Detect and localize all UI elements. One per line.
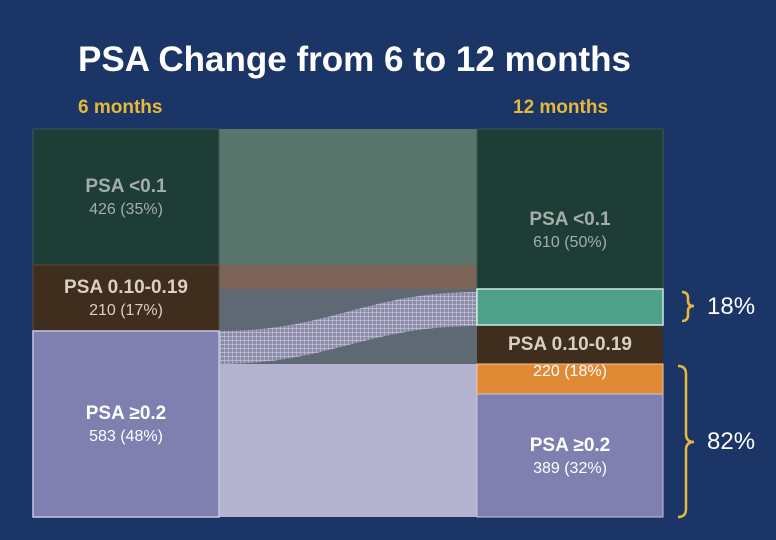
left-block-psa-ge-0.2 bbox=[32, 330, 220, 518]
flow-band-mid-to-lt01 bbox=[219, 265, 477, 289]
flow-band-ge02-to-ge02 bbox=[219, 364, 477, 517]
bracket-18-percent bbox=[681, 290, 695, 323]
right-block-psa-ge-0.2 bbox=[476, 393, 664, 518]
group-name: PSA 0.10-0.19 bbox=[508, 334, 632, 355]
group-name: PSA ≥0.2 bbox=[529, 434, 611, 456]
percent-82: 82% bbox=[707, 428, 756, 455]
group-count: 210 (17%) bbox=[89, 301, 163, 319]
left-label-psa-ge-0.2: PSA ≥0.2 583 (48%) bbox=[33, 331, 219, 517]
bracket-82-percent bbox=[677, 364, 695, 519]
page-title: PSA Change from 6 to 12 months bbox=[78, 40, 631, 79]
group-count: 426 (35%) bbox=[89, 200, 163, 218]
left-label-psa-0.10-0.19: PSA 0.10-0.19 210 (17%) bbox=[33, 265, 219, 331]
flow-ribbon-ge02-to-lt01 bbox=[219, 292, 477, 364]
percent-18: 18% bbox=[707, 293, 756, 320]
group-name: PSA 0.10-0.19 bbox=[64, 276, 188, 298]
left-block-psa-0.10-0.19 bbox=[32, 264, 220, 332]
left-label-psa-lt-0.1: PSA <0.1 426 (35%) bbox=[33, 129, 219, 265]
group-count: 610 (50%) bbox=[533, 233, 607, 251]
left-block-psa-lt-0.1 bbox=[32, 128, 220, 266]
group-count: 583 (48%) bbox=[89, 427, 163, 445]
group-count: 389 (32%) bbox=[533, 459, 607, 477]
column-header-12-months: 12 months bbox=[513, 97, 609, 118]
group-name: PSA <0.1 bbox=[529, 208, 611, 230]
right-label-psa-0.10-0.19: PSA 0.10-0.19 220 (18%) bbox=[477, 334, 663, 390]
right-block-psa-0.10-0.19 bbox=[477, 326, 663, 364]
right-label-psa-ge-0.2: PSA ≥0.2 389 (32%) bbox=[477, 404, 663, 508]
flow-band-lt01-to-lt01 bbox=[219, 129, 477, 265]
column-header-6-months: 6 months bbox=[78, 97, 163, 118]
right-segment-orange bbox=[476, 363, 664, 395]
right-label-psa-lt-0.1: PSA <0.1 610 (50%) bbox=[477, 175, 663, 285]
group-name: PSA <0.1 bbox=[85, 175, 167, 197]
right-block-psa-lt-0.1 bbox=[476, 128, 664, 290]
group-name: PSA ≥0.2 bbox=[85, 402, 167, 424]
right-segment-teal bbox=[476, 288, 664, 326]
group-count: 220 (18%) bbox=[533, 363, 607, 380]
